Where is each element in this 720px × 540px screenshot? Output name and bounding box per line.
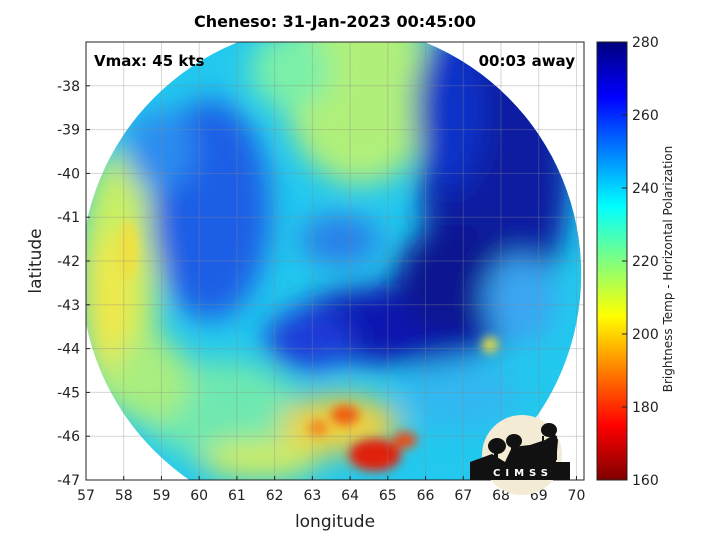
logo-text: CIMSS bbox=[493, 468, 553, 479]
y-tick-label: -45 bbox=[57, 385, 80, 401]
x-tick-label: 65 bbox=[379, 488, 397, 504]
y-tick-label: -40 bbox=[57, 166, 80, 182]
colorbar-title: Brightness Temp - Horizontal Polarizatio… bbox=[661, 145, 675, 393]
x-tick-label: 60 bbox=[190, 488, 208, 504]
colorbar-ticks: 280 260 240 220 200 180 160 bbox=[622, 35, 659, 489]
x-tick-label: 64 bbox=[341, 488, 359, 504]
y-tick-label: -41 bbox=[57, 210, 80, 226]
x-tick-label: 63 bbox=[303, 488, 321, 504]
x-tick-label: 67 bbox=[454, 488, 472, 504]
y-tick-label: -46 bbox=[57, 429, 80, 445]
time-away-label: 00:03 away bbox=[478, 52, 575, 70]
vmax-label: Vmax: 45 kts bbox=[94, 52, 205, 70]
x-axis-title: longitude bbox=[294, 512, 376, 532]
x-tick-label: 58 bbox=[115, 488, 133, 504]
x-tick-label: 61 bbox=[228, 488, 246, 504]
colorbar-tick-label: 160 bbox=[632, 473, 659, 489]
colorbar-tick-label: 200 bbox=[632, 327, 659, 343]
y-tick-label: -47 bbox=[57, 473, 80, 489]
y-axis-title: latitude bbox=[26, 228, 46, 294]
colorbar-tick-label: 180 bbox=[632, 400, 659, 416]
x-tick-label: 59 bbox=[153, 488, 171, 504]
grid-lines bbox=[86, 42, 584, 480]
y-tick-label: -39 bbox=[57, 123, 80, 139]
x-tick-label: 68 bbox=[492, 488, 510, 504]
x-tick-label: 57 bbox=[77, 488, 95, 504]
y-axis-ticks: -38 -39 -40 -41 -42 -43 -44 -45 -46 -47 bbox=[57, 79, 90, 489]
x-tick-label: 70 bbox=[568, 488, 586, 504]
figure-title: Cheneso: 31-Jan-2023 00:45:00 bbox=[193, 12, 477, 31]
colorbar-tick-label: 220 bbox=[632, 254, 659, 270]
x-tick-label: 66 bbox=[417, 488, 435, 504]
x-tick-label: 62 bbox=[266, 488, 284, 504]
colorbar-tick-label: 240 bbox=[632, 181, 659, 197]
cimss-logo: CIMSS bbox=[470, 415, 570, 495]
y-tick-label: -43 bbox=[57, 298, 80, 314]
y-tick-label: -42 bbox=[57, 254, 80, 270]
y-tick-label: -38 bbox=[57, 79, 80, 95]
colorbar-tick-label: 280 bbox=[632, 35, 659, 51]
y-tick-label: -44 bbox=[57, 342, 80, 358]
colorbar-tick-label: 260 bbox=[632, 108, 659, 124]
